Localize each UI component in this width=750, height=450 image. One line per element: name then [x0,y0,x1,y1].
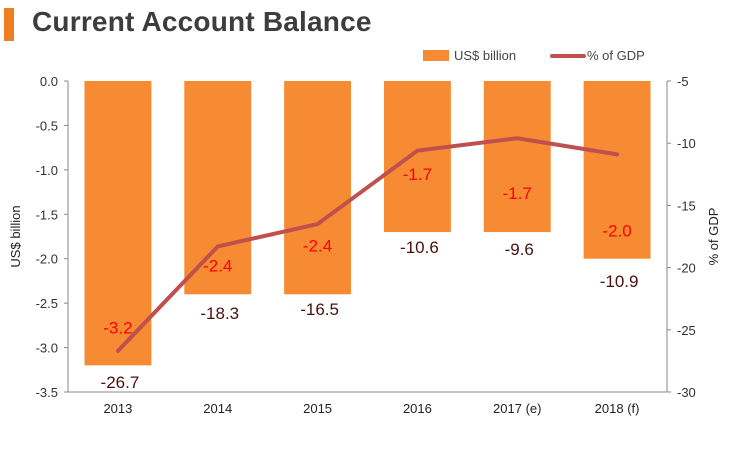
x-tick-label: 2013 [103,401,132,416]
y-right-tick-label: -5 [677,74,689,89]
y-right-tick-label: -10 [677,136,696,151]
y-left-axis-title: US$ billion [8,205,23,267]
bar-data-label: -2.0 [602,222,631,241]
line-data-label: -10.6 [400,238,439,257]
line-data-label: -18.3 [200,304,239,323]
x-tick-label: 2014 [203,401,232,416]
line-point [116,349,120,353]
y-left-tick-label: -1.5 [36,207,58,222]
bar-data-label: -3.2 [103,318,132,337]
y-right-tick-label: -15 [677,198,696,213]
bar-data-label: -1.7 [503,184,532,203]
y-left-tick-label: -3.0 [36,341,58,356]
bar [84,81,152,366]
y-left-tick-label: -2.5 [36,296,58,311]
x-tick-label: 2017 (e) [493,401,541,416]
y-left-tick-label: -1.0 [36,163,58,178]
x-tick-label: 2018 (f) [595,401,640,416]
y-left-tick-label: 0.0 [40,74,58,89]
y-right-tick-label: -30 [677,385,696,400]
page-title: Current Account Balance [32,6,372,37]
line-data-label: -10.9 [600,272,639,291]
bar [284,81,352,295]
bar [583,81,651,259]
bar-data-label: -2.4 [303,236,332,255]
y-left-tick-label: -0.5 [36,118,58,133]
bar-data-label: -1.7 [403,165,432,184]
title-accent-bar [4,8,14,41]
line-data-label: -9.6 [505,240,534,259]
bar [383,81,451,233]
bar-data-label: -2.4 [203,256,232,275]
bar [184,81,252,295]
line-point [216,244,220,248]
y-left-tick-label: -2.0 [36,252,58,267]
legend-swatch-bar [423,50,449,61]
line-point [615,152,619,156]
line-data-label: -16.5 [300,300,339,319]
line-point [316,222,320,226]
y-right-tick-label: -20 [677,261,696,276]
x-tick-label: 2016 [403,401,432,416]
legend-label-bar: US$ billion [454,48,516,63]
line-point [515,136,519,140]
y-right-axis-title: % of GDP [706,208,721,266]
bar [483,81,551,233]
y-right-tick-label: -25 [677,323,696,338]
y-left-tick-label: -3.5 [36,385,58,400]
line-data-label: -26.7 [101,373,140,392]
line-point [415,149,419,153]
legend-label-line: % of GDP [587,48,645,63]
x-tick-label: 2015 [303,401,332,416]
series-line-pct-gdp [115,136,620,353]
